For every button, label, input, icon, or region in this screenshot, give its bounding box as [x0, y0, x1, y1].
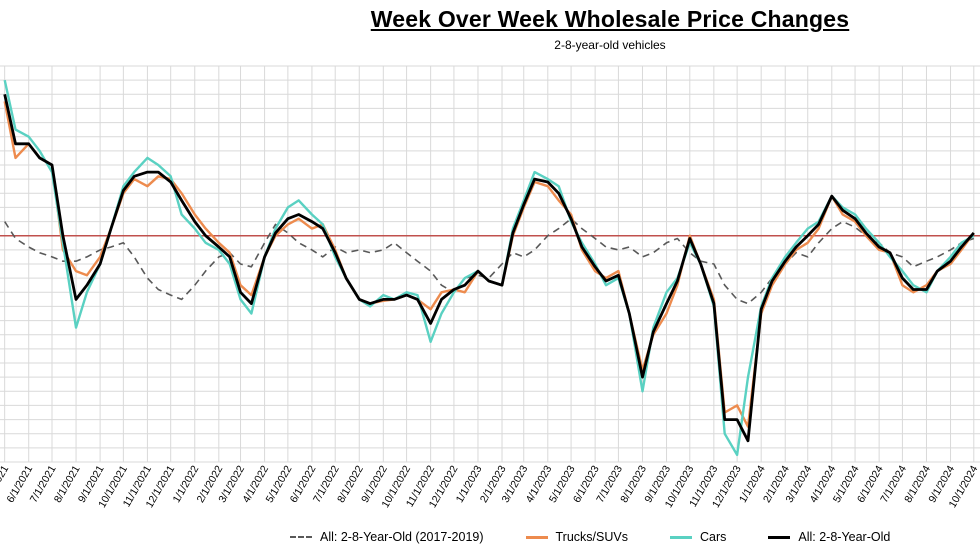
legend-swatch-black: [768, 535, 791, 539]
legend-item-trucks-suvs: Trucks/SUVs: [525, 530, 628, 544]
legend-swatch-dashed: [290, 536, 312, 538]
legend-item-cars: Cars: [669, 530, 727, 544]
series-line-all-2-8-year-old: [3, 94, 975, 443]
legend-label: Trucks/SUVs: [555, 530, 628, 544]
legend-label: All: 2-8-Year-Old: [798, 530, 891, 544]
legend-item-seasonal-baseline: All: 2-8-Year-Old (2017-2019): [290, 530, 484, 544]
series-line-all-2-8-year-old-2017-2019-: [4, 217, 975, 305]
legend: All: 2-8-Year-Old (2017-2019) Trucks/SUV…: [290, 528, 890, 546]
chart-title: Week Over Week Wholesale Price Changes: [370, 6, 850, 32]
legend-label: All: 2-8-Year-Old (2017-2019): [320, 530, 484, 544]
legend-swatch-orange: [525, 535, 548, 539]
legend-swatch-teal: [669, 535, 692, 539]
chart-subtitle: 2-8-year-old vehicles: [554, 38, 666, 52]
legend-label: Cars: [699, 530, 727, 544]
legend-item-all-vehicles: All: 2-8-Year-Old: [768, 530, 890, 544]
